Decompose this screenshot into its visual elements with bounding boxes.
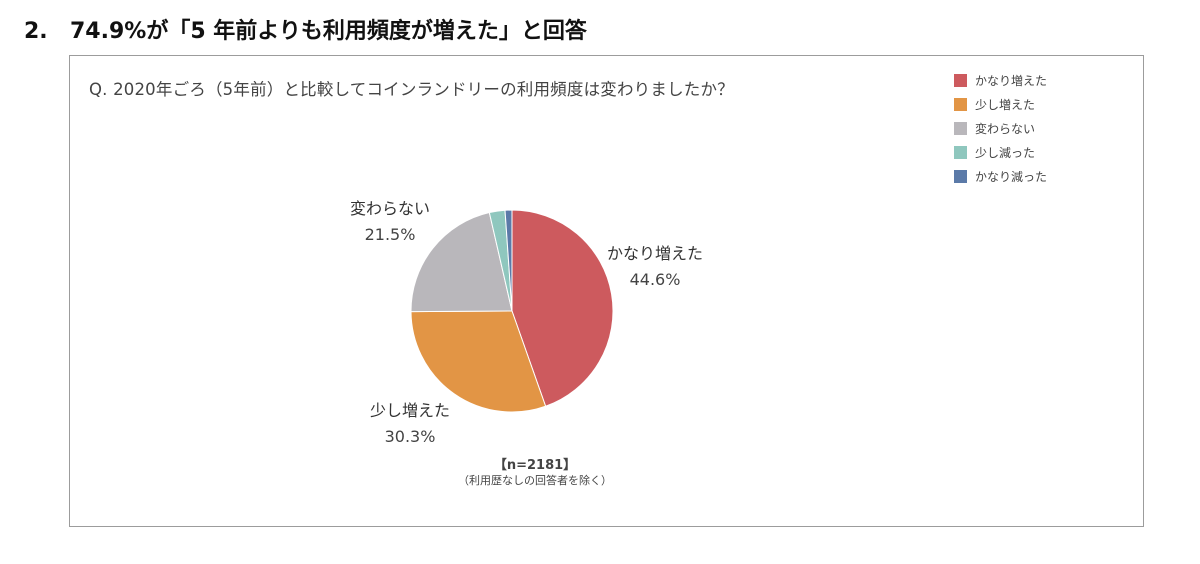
legend-swatch [954, 73, 967, 87]
legend-item: かなり減った [954, 164, 1047, 188]
legend-swatch [954, 97, 967, 111]
heading-number: 2. [24, 19, 48, 44]
slice-name-label: 変わらない [350, 199, 430, 218]
legend-label: 変わらない [975, 121, 1036, 136]
pie-slice-3 [410, 211, 513, 313]
legend-label: 少し減った [975, 145, 1036, 160]
heading-text: 74.9%が「5 年前よりも利用頻度が増えた」と回答 [70, 19, 587, 44]
legend-swatch [954, 169, 967, 183]
pie-slice-2 [410, 310, 547, 413]
slice-name-label: 少し増えた [370, 401, 450, 420]
sample-note: （利用歴なしの回答者を除く） [458, 474, 612, 487]
slice-percent-label: 44.6% [630, 270, 681, 289]
legend-label: かなり減った [975, 169, 1048, 184]
legend-item: 少し減った [954, 140, 1047, 164]
legend-label: かなり増えた [975, 73, 1048, 88]
sample-size-label: 【n=2181】 [493, 458, 577, 473]
pie-slice-5 [504, 209, 513, 312]
page-heading: 2. 74.9%が「5 年前よりも利用頻度が増えた」と回答 [24, 14, 587, 50]
chart-legend: かなり増えた 少し増えた 変わらない 少し減った かなり減った [954, 68, 1047, 188]
pie-slice-1 [511, 209, 614, 407]
legend-item: 変わらない [954, 116, 1047, 140]
chart-title: Q. 2020年ごろ（5年前）と比較してコインランドリーの利用頻度は変わりました… [89, 80, 734, 99]
legend-item: 少し増えた [954, 92, 1047, 116]
slice-percent-label: 30.3% [385, 427, 436, 446]
slice-name-label: かなり増えた [607, 244, 703, 263]
legend-swatch [954, 121, 967, 135]
slice-percent-label: 21.5% [365, 225, 416, 244]
legend-label: 少し増えた [975, 97, 1036, 112]
legend-item: かなり増えた [954, 68, 1047, 92]
legend-swatch [954, 145, 967, 159]
